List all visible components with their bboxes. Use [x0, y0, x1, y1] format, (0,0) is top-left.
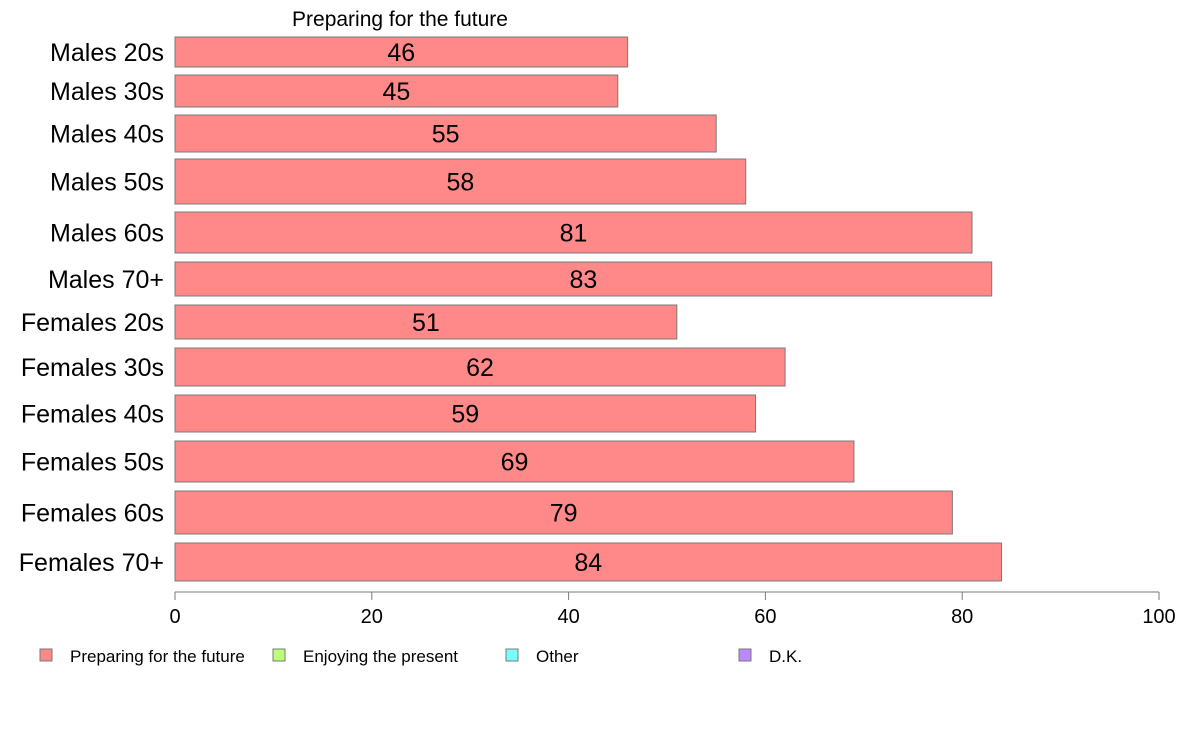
bar [174, 158, 747, 205]
value-label: 55 [432, 121, 460, 149]
bar [174, 542, 1003, 582]
bar [174, 36, 629, 68]
bar [174, 304, 678, 340]
category-label: Males 70+ [48, 266, 164, 294]
category-label: Females 30s [21, 354, 164, 382]
bar [174, 74, 619, 108]
legend-swatch [738, 648, 752, 662]
category-label: Males 60s [50, 220, 164, 248]
value-label: 84 [574, 549, 602, 577]
bar [174, 490, 953, 535]
bar [174, 347, 786, 387]
bars-group: Males 20s 46 Males 30s 45 Males 40s 55 Males 5… [19, 36, 1003, 582]
category-label: Males 30s [50, 78, 164, 106]
value-label: 69 [501, 449, 529, 477]
bar [174, 114, 717, 153]
legend-label: Preparing for the future [70, 647, 245, 666]
category-label: Males 20s [50, 39, 164, 67]
bar [174, 440, 855, 483]
category-label: Females 20s [21, 309, 164, 337]
legend-label: Other [536, 647, 579, 666]
bar [174, 261, 993, 297]
value-label: 81 [560, 220, 588, 248]
legend-swatch [272, 648, 286, 662]
category-label: Females 50s [21, 449, 164, 477]
value-label: 46 [387, 39, 415, 67]
value-label: 58 [446, 169, 474, 197]
category-label: Females 40s [21, 401, 164, 429]
x-tick-label: 80 [951, 606, 973, 628]
category-label: Females 60s [21, 500, 164, 528]
category-label: Females 70+ [19, 549, 164, 577]
value-label: 45 [382, 78, 410, 106]
value-label: 83 [569, 266, 597, 294]
value-label: 62 [466, 354, 494, 382]
bar [174, 394, 757, 433]
chart-title: Preparing for the future [292, 8, 508, 31]
legend-label: D.K. [769, 647, 802, 666]
legend: Preparing for the future Enjoying the pre… [39, 647, 802, 666]
category-label: Males 40s [50, 121, 164, 149]
legend-swatch [505, 648, 519, 662]
category-label: Males 50s [50, 169, 164, 197]
bar [174, 211, 973, 254]
value-label: 59 [451, 401, 479, 429]
x-tick-label: 60 [754, 606, 776, 628]
legend-swatch [39, 648, 53, 662]
value-label: 51 [412, 309, 440, 337]
x-tick-label: 40 [557, 606, 579, 628]
value-label: 79 [550, 500, 578, 528]
x-axis: 0 20 40 60 80 100 [169, 591, 1176, 628]
x-tick-label: 100 [1142, 606, 1175, 628]
legend-label: Enjoying the present [303, 647, 458, 666]
x-tick-label: 20 [361, 606, 383, 628]
x-tick-label: 0 [169, 606, 180, 628]
